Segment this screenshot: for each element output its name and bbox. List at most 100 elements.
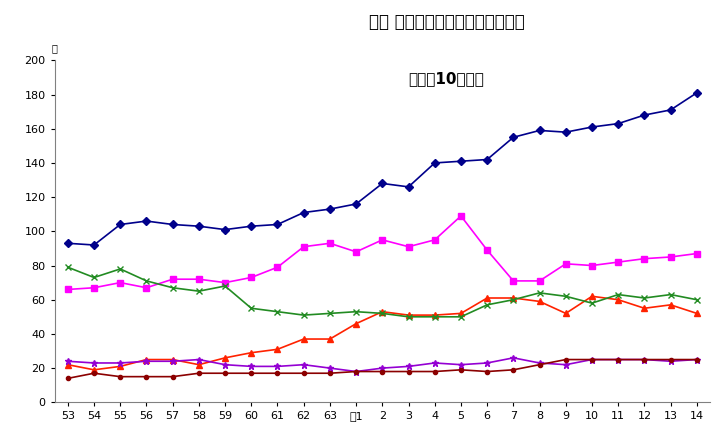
心疾患 <box>168 277 177 282</box>
悪性新生物 <box>431 160 439 165</box>
不慮の事故 <box>404 364 413 369</box>
肺炎 <box>273 346 282 352</box>
不慮の事故 <box>142 358 150 364</box>
心疾患 <box>535 278 544 283</box>
脳血管疾患 <box>221 283 230 289</box>
肺炎 <box>325 336 334 342</box>
肺炎 <box>352 321 361 326</box>
Line: 自殺: 自殺 <box>66 358 699 380</box>
自殺 <box>142 374 150 380</box>
不慮の事故 <box>666 358 675 364</box>
心疾患 <box>300 244 308 249</box>
Line: 心疾患: 心疾患 <box>65 213 700 292</box>
肺炎 <box>63 362 72 367</box>
自殺 <box>693 357 701 362</box>
心疾患 <box>456 213 465 219</box>
自殺 <box>404 369 413 374</box>
脳血管疾患 <box>247 306 256 311</box>
自殺 <box>509 367 518 372</box>
脳血管疾患 <box>614 292 623 297</box>
肺炎 <box>588 294 596 299</box>
心疾患 <box>194 277 203 282</box>
悪性新生物 <box>404 184 413 190</box>
悪性新生物 <box>456 159 465 164</box>
肺炎 <box>90 367 99 372</box>
悪性新生物 <box>300 210 308 215</box>
不慮の事故 <box>168 358 177 364</box>
自殺 <box>63 375 72 381</box>
悪性新生物 <box>116 222 125 227</box>
肺炎 <box>378 309 387 314</box>
肺炎 <box>168 357 177 362</box>
肺炎 <box>535 299 544 304</box>
心疾患 <box>116 280 125 285</box>
脳血管疾患 <box>352 309 361 314</box>
悪性新生物 <box>378 181 387 186</box>
脳血管疾患 <box>456 314 465 320</box>
Line: 肺炎: 肺炎 <box>65 294 700 373</box>
脳血管疾患 <box>562 294 570 299</box>
Text: 率: 率 <box>52 43 58 54</box>
心疾患 <box>614 259 623 265</box>
悪性新生物 <box>168 222 177 227</box>
自殺 <box>640 357 649 362</box>
心疾患 <box>247 275 256 280</box>
自殺 <box>325 371 334 376</box>
悪性新生物 <box>352 201 361 207</box>
不慮の事故 <box>562 362 570 367</box>
不慮の事故 <box>247 364 256 369</box>
Text: （人口10万対）: （人口10万対） <box>408 72 485 87</box>
悪性新生物 <box>325 207 334 212</box>
不慮の事故 <box>352 369 361 374</box>
脳血管疾患 <box>431 314 439 320</box>
自殺 <box>378 369 387 374</box>
悪性新生物 <box>142 219 150 224</box>
脳血管疾患 <box>194 288 203 294</box>
脳血管疾患 <box>483 302 492 308</box>
不慮の事故 <box>640 357 649 362</box>
心疾患 <box>431 237 439 243</box>
心疾患 <box>588 263 596 268</box>
肺炎 <box>194 362 203 367</box>
Line: 不慮の事故: 不慮の事故 <box>64 354 701 375</box>
不慮の事故 <box>483 360 492 366</box>
肺炎 <box>483 295 492 301</box>
肺炎 <box>142 357 150 362</box>
肺炎 <box>456 311 465 316</box>
不慮の事故 <box>194 357 203 362</box>
自殺 <box>116 374 125 380</box>
自殺 <box>666 357 675 362</box>
不慮の事故 <box>431 360 439 366</box>
肺炎 <box>666 302 675 308</box>
心疾患 <box>666 254 675 260</box>
肺炎 <box>562 311 570 316</box>
心疾患 <box>273 265 282 270</box>
肺炎 <box>404 312 413 318</box>
自殺 <box>614 357 623 362</box>
脳血管疾患 <box>63 265 72 270</box>
自殺 <box>352 369 361 374</box>
自殺 <box>221 371 230 376</box>
肺炎 <box>640 306 649 311</box>
不慮の事故 <box>693 357 701 362</box>
脳血管疾患 <box>588 300 596 306</box>
肺炎 <box>509 295 518 301</box>
悪性新生物 <box>614 121 623 127</box>
心疾患 <box>640 256 649 261</box>
不慮の事故 <box>273 364 282 369</box>
心疾患 <box>63 287 72 292</box>
脳血管疾患 <box>640 295 649 301</box>
心疾患 <box>509 278 518 283</box>
悪性新生物 <box>63 240 72 246</box>
悪性新生物 <box>509 135 518 140</box>
不慮の事故 <box>378 366 387 371</box>
肺炎 <box>431 312 439 318</box>
脳血管疾患 <box>300 312 308 318</box>
心疾患 <box>352 249 361 254</box>
自殺 <box>483 369 492 374</box>
自殺 <box>431 369 439 374</box>
悪性新生物 <box>535 128 544 133</box>
自殺 <box>90 371 99 376</box>
自殺 <box>273 371 282 376</box>
悪性新生物 <box>90 242 99 248</box>
